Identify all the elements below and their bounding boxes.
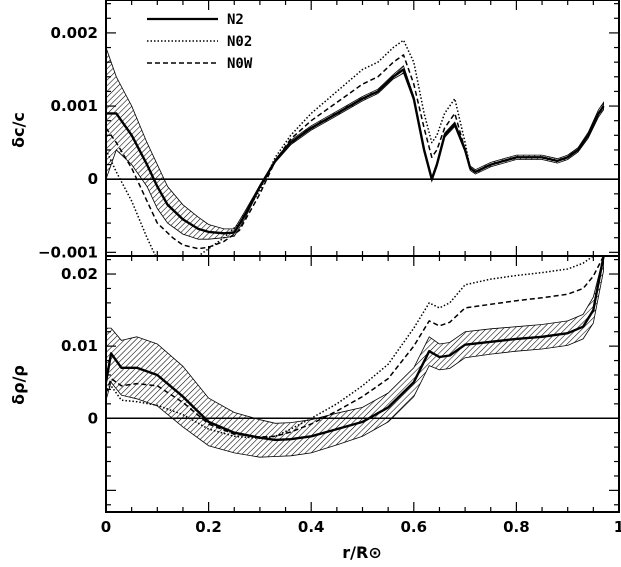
y-tick-label: 0 [88,409,98,427]
x-tick-label: 0.6 [401,518,428,536]
series-n0w-line [106,256,605,438]
density-panel: 0.02 0.01 0 δρ/ρ [9,255,620,513]
y-tick-labels: 0.02 0.01 0 [61,265,98,427]
legend: N2 N02 N0W [147,12,253,72]
x-tick-label: 0 [101,518,111,536]
legend-n02-label: N02 [227,34,252,50]
series-n02-line [106,39,471,256]
series-n2-line [106,256,605,442]
y-tick-label: 0.02 [61,265,98,283]
series-lines [106,256,605,442]
y-tick-label: 0.002 [51,24,98,42]
x-tick-label: 0.2 [195,518,222,536]
x-tick-label: 0.4 [298,518,325,536]
series-lines [106,39,605,256]
y-tick-label: 0.01 [61,337,98,355]
legend-n2-label: N2 [227,12,244,28]
y-axis-label: δc/c [9,112,28,148]
n2-uncertainty-band [106,256,604,458]
x-axis-label: r/R⊙ [342,543,381,562]
axes-frame [105,255,620,513]
y-tick-label: −0.001 [38,243,98,261]
x-tick-label: 0.8 [503,518,530,536]
series-n2-line [106,68,605,235]
speed-panel: 0.002 0.001 0 −0.001 δc/c N2 N02 N0W [9,0,620,261]
y-axis-label: δρ/ρ [9,365,28,405]
x-tick-labels: 0 0.2 0.4 0.6 0.8 1 [101,518,621,536]
y-tick-label: 0 [88,170,98,188]
y-tick-labels: 0.002 0.001 0 −0.001 [38,24,98,261]
legend-n0w-label: N0W [227,56,253,72]
uncertainty-band [106,256,604,458]
y-tick-label: 0.001 [51,97,98,115]
x-tick-label: 1 [614,518,621,536]
series-n0w-line [106,54,471,250]
